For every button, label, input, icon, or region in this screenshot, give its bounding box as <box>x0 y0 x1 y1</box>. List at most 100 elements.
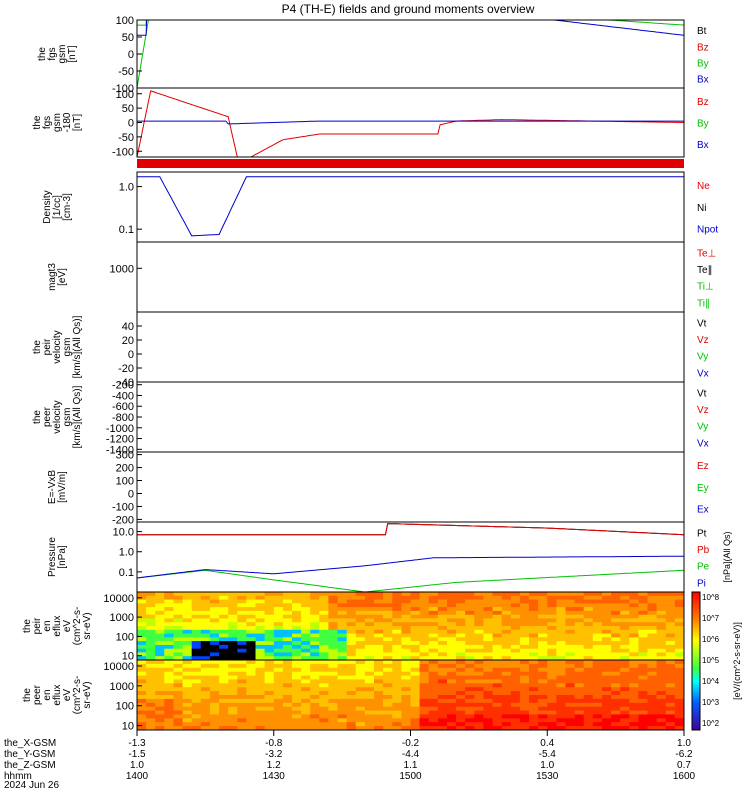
spectrogram-cell <box>565 603 576 608</box>
y-tick-label: 300 <box>116 450 134 462</box>
spectrogram-cell <box>447 648 457 654</box>
spectrogram-cell <box>456 599 466 604</box>
spectrogram-cell <box>310 652 320 657</box>
spectrogram-cell <box>620 656 630 660</box>
spectrogram-cell <box>301 695 311 700</box>
spectrogram-cell <box>519 592 530 597</box>
spectrogram-cell <box>583 607 594 612</box>
legend-entry: Vz <box>697 405 709 416</box>
spectrogram-cell <box>611 603 621 608</box>
spectrogram-cell <box>374 610 384 616</box>
spectrogram-cell <box>529 671 539 677</box>
y-tick-label: 100 <box>116 89 134 101</box>
spectrogram-cell <box>583 603 594 608</box>
spectrogram-cell <box>337 652 348 657</box>
spectrogram-cell <box>209 679 220 684</box>
y-tick-label: 50 <box>122 32 134 44</box>
spectrogram-cell <box>665 614 676 620</box>
spectrogram-cell <box>574 679 585 684</box>
spectrogram-cell <box>583 614 594 620</box>
spectrogram-cell <box>273 626 284 631</box>
y-tick-label: 100 <box>116 701 134 713</box>
spectrogram-cell <box>465 648 475 654</box>
spectrogram-cell <box>465 667 475 673</box>
spectrogram-cell <box>346 718 357 723</box>
spectrogram-cell <box>401 629 412 635</box>
spectrogram-cell <box>228 641 238 646</box>
spectrogram-cell <box>447 622 457 627</box>
spectrogram-cell <box>292 691 302 696</box>
spectrogram-cell <box>510 663 521 669</box>
spectrogram-cell <box>346 683 357 688</box>
spectrogram-cell <box>410 667 421 673</box>
spectrogram-cell <box>155 663 165 669</box>
y-axis-label: [eV] <box>57 268 68 286</box>
spectrogram-cell <box>574 671 585 677</box>
spectrogram-cell <box>346 714 357 719</box>
spectrogram-cell <box>665 652 676 657</box>
spectrogram-cell <box>191 698 202 704</box>
spectrogram-cell <box>164 722 174 727</box>
spectrogram-cell <box>674 671 684 677</box>
spectrogram-cell <box>273 641 284 646</box>
spectrogram-cell <box>137 599 147 604</box>
spectrogram-cell <box>456 603 466 608</box>
spectrogram-cell <box>428 652 439 657</box>
spectrogram-cell <box>392 648 402 654</box>
spectrogram-cell <box>191 660 202 665</box>
spectrogram-cell <box>246 618 257 623</box>
spectrogram-cell <box>182 626 193 631</box>
spectrogram-cell <box>392 691 402 696</box>
spectrogram-cell <box>410 675 421 681</box>
spectrogram-cell <box>301 722 311 727</box>
spectrogram-cell <box>255 592 266 597</box>
spectrogram-cell <box>282 629 293 635</box>
spectrogram-cell <box>328 726 339 730</box>
spectrogram-cell <box>638 710 649 716</box>
spectrogram-cell <box>611 648 621 654</box>
spectrogram-cell <box>501 629 512 635</box>
spectrogram-cell <box>474 637 484 642</box>
spectrogram-cell <box>474 595 484 601</box>
y-tick-label: -200 <box>112 514 134 526</box>
spectrogram-cell <box>164 706 174 712</box>
spectrogram-cell <box>465 702 475 708</box>
spectrogram-cell <box>200 607 211 612</box>
spectrogram-cell <box>538 599 548 604</box>
spectrogram-cell <box>246 626 257 631</box>
spectrogram-cell <box>602 637 612 642</box>
ephem-value: -0.2 <box>402 738 420 749</box>
spectrogram-cell <box>620 633 630 638</box>
spectrogram-cell <box>228 648 238 654</box>
spectrogram-cell <box>428 698 439 704</box>
spectrogram-cell <box>428 710 439 716</box>
spectrogram-cell <box>264 618 275 623</box>
spectrogram-cell <box>228 675 238 681</box>
spectrogram-cell <box>674 667 684 673</box>
y-tick-label: -1400 <box>106 444 134 456</box>
spectrogram-cell <box>583 714 594 719</box>
spectrogram-cell <box>437 626 448 631</box>
spectrogram-cell <box>492 667 503 673</box>
spectrogram-cell <box>310 718 320 723</box>
spectrogram-cell <box>273 629 284 635</box>
spectrogram-cell <box>474 656 484 660</box>
spectrogram-cell <box>237 599 247 604</box>
spectrogram-cell <box>501 663 512 669</box>
spectrogram-cell <box>146 644 156 650</box>
spectrogram-cell <box>164 718 174 723</box>
spectrogram-cell <box>656 671 667 677</box>
y-axis-label: gsm <box>52 113 63 132</box>
legend-entry: Vy <box>697 352 708 363</box>
spectrogram-cell <box>510 644 521 650</box>
spectrogram-cell <box>246 698 257 704</box>
spectrogram-cell <box>638 663 649 669</box>
spectrogram-cell <box>547 629 557 635</box>
colorbar-tick-label: 10^3 <box>702 698 720 707</box>
spectrogram-cell <box>592 652 603 657</box>
spectrogram-cell <box>374 687 384 692</box>
spectrogram-cell <box>547 603 557 608</box>
spectrogram-cell <box>401 663 412 669</box>
spectrogram-cell <box>483 618 494 623</box>
spectrogram-cell <box>200 710 211 716</box>
